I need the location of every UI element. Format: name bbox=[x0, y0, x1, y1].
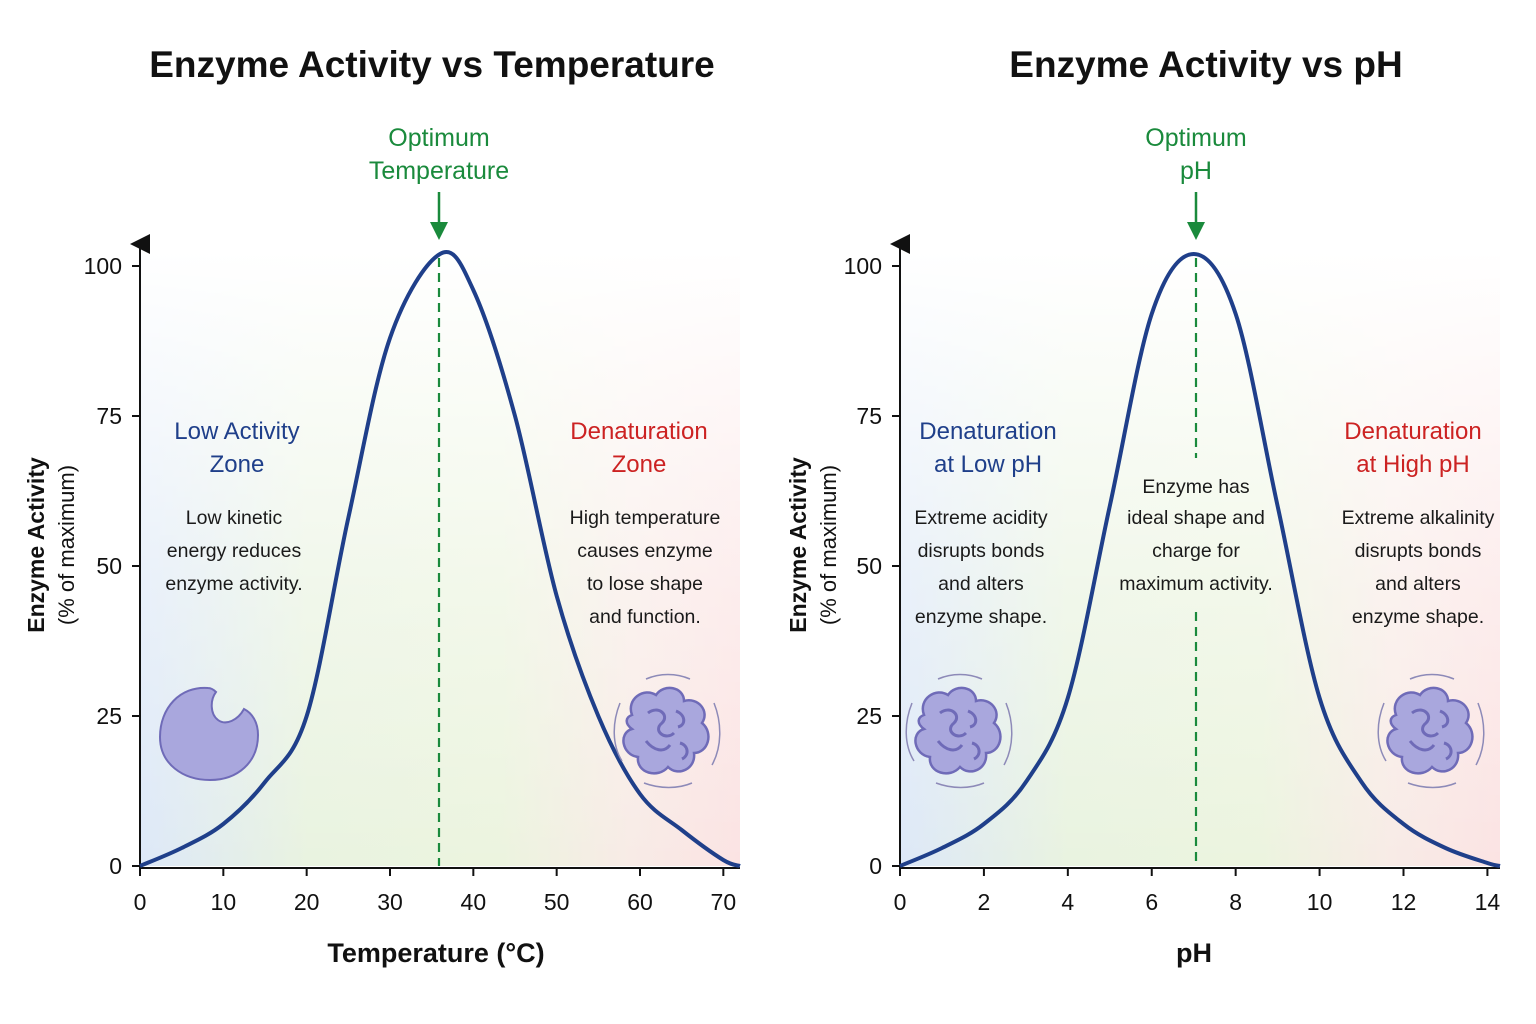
zone-title-high-ph-line-1: Denaturation bbox=[1344, 418, 1481, 445]
optimum-label-line-1: Optimum bbox=[388, 124, 489, 152]
zone-text-denature-line-2: causes enzyme bbox=[577, 540, 712, 562]
y-axis-label: Enzyme Activity bbox=[23, 457, 49, 633]
y-tick-label: 25 bbox=[856, 703, 882, 729]
x-tick-label: 2 bbox=[978, 889, 991, 915]
activity-curve bbox=[899, 251, 1501, 868]
chart-title: Enzyme Activity vs pH bbox=[1009, 44, 1402, 85]
y-tick-label: 50 bbox=[96, 553, 122, 579]
optimum-label-line-2: pH bbox=[1180, 157, 1212, 185]
zone-text-low-ph-line-1: Extreme acidity bbox=[914, 507, 1048, 529]
center-text-line-3: charge for bbox=[1152, 540, 1240, 562]
y-tick-label: 100 bbox=[84, 253, 122, 279]
chart-panel-temperature: Enzyme Activity vs Temperature Optimum T… bbox=[23, 44, 741, 968]
activity-curve bbox=[139, 250, 741, 868]
center-text-line-2: ideal shape and bbox=[1127, 507, 1265, 529]
x-tick-label: 40 bbox=[461, 889, 487, 915]
y-tick-label: 100 bbox=[844, 253, 882, 279]
x-tick-label: 70 bbox=[711, 889, 737, 915]
plot-background-fade bbox=[900, 250, 1500, 866]
zone-text-denature-line-3: to lose shape bbox=[587, 573, 703, 595]
chart-panel-ph: Enzyme Activity vs pH Optimum pH 0 25 50 75… bbox=[785, 44, 1501, 968]
center-text-line-1: Enzyme has bbox=[1142, 476, 1250, 498]
x-tick-label: 20 bbox=[294, 889, 320, 915]
x-tick-label: 0 bbox=[894, 889, 907, 915]
zone-text-high-ph-line-3: and alters bbox=[1375, 573, 1461, 595]
x-tick-label: 30 bbox=[377, 889, 403, 915]
enzyme-icon bbox=[158, 686, 260, 782]
zone-text-high-ph-line-4: enzyme shape. bbox=[1352, 606, 1484, 628]
x-tick-label: 4 bbox=[1061, 889, 1074, 915]
zone-text-low-ph-line-3: and alters bbox=[938, 573, 1024, 595]
x-ticks: 0 2 4 6 8 10 12 14 bbox=[894, 868, 1501, 915]
zone-title-low-line-1: Low Activity bbox=[174, 418, 299, 445]
zone-text-denature-line-1: High temperature bbox=[570, 507, 721, 529]
y-axis-sublabel: (% of maximum) bbox=[816, 465, 841, 625]
y-ticks: 0 25 50 75 100 bbox=[84, 253, 140, 879]
optimum-arrowhead bbox=[1187, 222, 1205, 240]
y-tick-label: 75 bbox=[856, 403, 882, 429]
denatured-enzyme-icon bbox=[1377, 673, 1485, 789]
zone-title-low-ph-line-2: at Low pH bbox=[934, 451, 1042, 478]
x-tick-label: 8 bbox=[1229, 889, 1242, 915]
x-tick-label: 0 bbox=[134, 889, 147, 915]
zone-text-low-ph-line-4: enzyme shape. bbox=[915, 606, 1047, 628]
optimum-arrowhead bbox=[430, 222, 448, 240]
y-tick-label: 0 bbox=[109, 853, 122, 879]
x-tick-label: 12 bbox=[1391, 889, 1417, 915]
y-tick-label: 0 bbox=[869, 853, 882, 879]
chart-title: Enzyme Activity vs Temperature bbox=[149, 44, 715, 85]
x-tick-label: 10 bbox=[211, 889, 237, 915]
y-axis-sublabel: (% of maximum) bbox=[54, 465, 79, 625]
x-tick-label: 10 bbox=[1307, 889, 1333, 915]
y-tick-label: 25 bbox=[96, 703, 122, 729]
zone-text-low-line-1: Low kinetic bbox=[186, 507, 283, 529]
zone-title-low-line-2: Zone bbox=[210, 451, 265, 478]
x-tick-label: 6 bbox=[1145, 889, 1158, 915]
zone-title-high-ph-line-2: at High pH bbox=[1356, 451, 1469, 478]
optimum-label-line-2: Temperature bbox=[369, 157, 509, 185]
zone-text-low-line-2: energy reduces bbox=[167, 540, 302, 562]
x-axis-label: pH bbox=[1176, 938, 1212, 968]
x-axis-label: Temperature (°C) bbox=[327, 938, 544, 968]
x-tick-label: 14 bbox=[1475, 889, 1501, 915]
zone-title-denature-line-1: Denaturation bbox=[570, 418, 707, 445]
zone-text-low-line-3: enzyme activity. bbox=[165, 573, 302, 595]
denatured-enzyme-icon bbox=[613, 673, 721, 789]
optimum-label-line-1: Optimum bbox=[1145, 124, 1246, 152]
x-tick-label: 50 bbox=[544, 889, 570, 915]
x-ticks: 0 10 20 30 40 50 60 70 bbox=[134, 868, 737, 915]
y-axis-label: Enzyme Activity bbox=[785, 457, 811, 633]
zone-text-denature-line-4: and function. bbox=[589, 606, 701, 628]
center-text-line-4: maximum activity. bbox=[1119, 573, 1273, 595]
zone-title-low-ph-line-1: Denaturation bbox=[919, 418, 1056, 445]
zone-text-high-ph-line-1: Extreme alkalinity bbox=[1342, 507, 1495, 529]
y-tick-label: 75 bbox=[96, 403, 122, 429]
zone-title-denature-line-2: Zone bbox=[612, 451, 667, 478]
denatured-enzyme-icon bbox=[905, 673, 1013, 789]
y-tick-label: 50 bbox=[856, 553, 882, 579]
y-ticks: 0 25 50 75 100 bbox=[844, 253, 900, 879]
x-tick-label: 60 bbox=[627, 889, 653, 915]
zone-text-low-ph-line-2: disrupts bonds bbox=[918, 540, 1045, 562]
zone-text-high-ph-line-2: disrupts bonds bbox=[1355, 540, 1482, 562]
